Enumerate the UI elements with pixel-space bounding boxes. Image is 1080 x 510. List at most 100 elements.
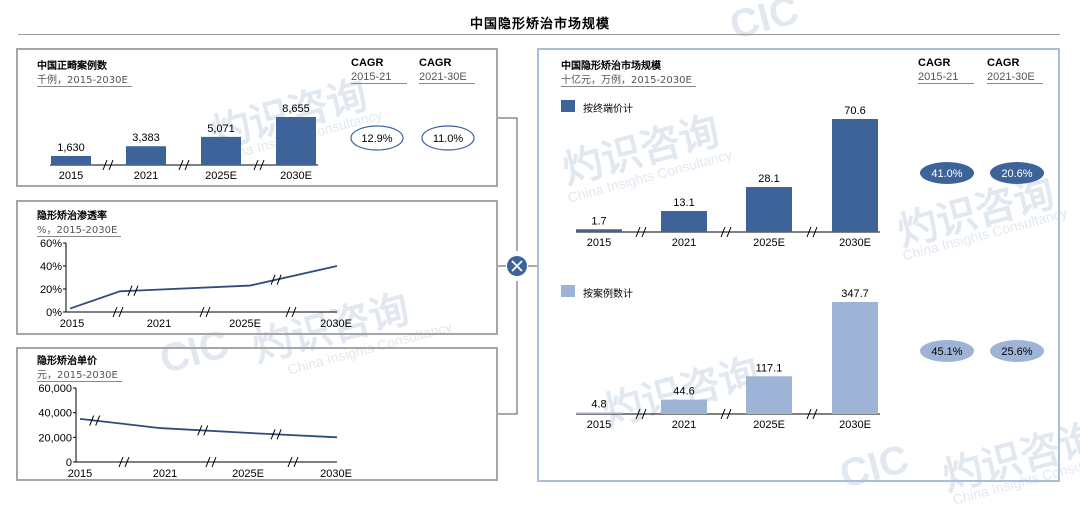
axis-break xyxy=(112,306,124,318)
axis-break xyxy=(199,306,211,318)
legend-swatch-value xyxy=(561,100,575,112)
y-tick-label: 0% xyxy=(46,307,62,319)
x-tick-label: 2030E xyxy=(320,468,352,480)
cagr-badge xyxy=(990,340,1044,362)
x-tick-label: 2021 xyxy=(672,237,696,249)
bar xyxy=(746,187,792,232)
x-tick-label: 2021 xyxy=(672,419,696,431)
axis-break xyxy=(635,226,647,238)
bar xyxy=(276,117,316,165)
bar xyxy=(126,146,166,165)
axis-break xyxy=(127,285,139,296)
cagr-period-1: 2015-21 xyxy=(351,71,407,84)
data-label: 1.7 xyxy=(591,215,606,227)
cagr-badge xyxy=(920,340,974,362)
data-label: 5,071 xyxy=(207,123,235,135)
data-label: 13.1 xyxy=(673,197,694,209)
y-tick-label: 0 xyxy=(66,457,72,469)
cagr-badge xyxy=(421,125,475,151)
cases-subtitle: 千例，2015-2030E xyxy=(37,71,132,87)
cagr-badge xyxy=(990,162,1044,184)
legend-label-cases: 按案例数计 xyxy=(583,289,633,300)
bar xyxy=(576,412,622,414)
x-tick-label: 2015 xyxy=(59,170,83,182)
bar xyxy=(661,399,707,414)
y-tick-label: 40,000 xyxy=(38,408,72,420)
axis-break xyxy=(806,226,818,238)
x-tick-label: 2025E xyxy=(753,237,785,249)
axis-break xyxy=(102,159,114,171)
cagr-value: 20.6% xyxy=(1001,168,1032,180)
data-label: 117.1 xyxy=(756,362,783,374)
axis-break xyxy=(118,456,130,468)
cagr-value: 12.9% xyxy=(361,133,392,145)
cagr-badge xyxy=(350,125,404,151)
axis-break xyxy=(635,408,647,420)
x-tick-label: 2015 xyxy=(60,318,84,330)
title-divider xyxy=(18,34,1060,35)
cases-title: 中国正畸案例数 xyxy=(37,61,107,72)
data-label: 44.6 xyxy=(673,386,694,398)
market-title: 中国隐形矫治市场规模 xyxy=(561,61,661,72)
data-label: 3,383 xyxy=(132,132,160,144)
price-title: 隐形矫治单价 xyxy=(37,356,97,367)
x-tick-label: 2015 xyxy=(68,468,92,480)
cagr-period-3: 2015-21 xyxy=(918,71,974,84)
axis-break xyxy=(178,159,190,171)
axis-break xyxy=(197,425,209,436)
legend-swatch-cases xyxy=(561,285,575,297)
panel-market-size xyxy=(537,48,1060,482)
data-label: 1,630 xyxy=(57,142,85,154)
data-label: 70.6 xyxy=(844,105,865,117)
x-tick-label: 2015 xyxy=(587,419,611,431)
x-tick-label: 2025E xyxy=(753,419,785,431)
x-tick-label: 2030E xyxy=(839,419,871,431)
penetration-chart: 0% 20% 40% 60% 2015 2021 2025E 2030E xyxy=(40,238,352,330)
axis-break xyxy=(270,274,282,285)
series-line xyxy=(79,417,338,439)
axis-break xyxy=(806,408,818,420)
cagr-header-1: CAGR xyxy=(351,57,384,69)
y-tick-label: 20% xyxy=(40,284,62,296)
y-tick-label: 60,000 xyxy=(38,383,72,395)
y-tick-label: 60% xyxy=(40,238,62,250)
axis-break xyxy=(720,408,732,420)
cagr-period-2: 2021-30E xyxy=(419,71,475,84)
x-tick-label: 2021 xyxy=(134,170,158,182)
x-tick-label: 2025E xyxy=(229,318,261,330)
legend-label-value: 按终端价计 xyxy=(583,104,633,115)
bar xyxy=(746,376,792,414)
bar xyxy=(51,155,91,165)
panel-unit-price xyxy=(16,347,498,481)
x-tick-label: 2030E xyxy=(320,318,352,330)
cagr-header-4: CAGR xyxy=(987,57,1020,69)
cagr-header-2: CAGR xyxy=(419,57,452,69)
axis-break xyxy=(253,159,265,171)
panel-ortho-cases xyxy=(16,48,498,187)
y-tick-label: 20,000 xyxy=(38,432,72,444)
axis-break xyxy=(89,415,101,426)
penetration-subtitle: %，2015-2030E xyxy=(37,221,122,237)
x-tick-label: 2021 xyxy=(147,318,171,330)
bar xyxy=(832,302,878,414)
unit-price-chart: 0 20,000 40,000 60,000 2015 2021 2025E 2030E xyxy=(38,383,352,480)
series-line xyxy=(69,265,338,310)
data-label: 8,655 xyxy=(282,103,310,115)
bar xyxy=(201,136,241,165)
x-tick-label: 2030E xyxy=(839,237,871,249)
cagr-value: 11.0% xyxy=(433,133,464,145)
cagr-header-3: CAGR xyxy=(918,57,951,69)
cagr-period-4: 2021-30E xyxy=(987,71,1043,84)
cagr-value: 25.6% xyxy=(1001,346,1032,358)
bar xyxy=(832,119,878,232)
ortho-cases-chart: 1,630 2015 3,383 2021 5,071 2025E 8,655 2030E 1… xyxy=(50,103,475,182)
axis-break xyxy=(287,456,299,468)
axis-break xyxy=(720,226,732,238)
page-title: 中国隐形矫治市场规模 xyxy=(469,17,610,32)
data-label: 28.1 xyxy=(758,173,779,185)
penetration-title: 隐形矫治渗透率 xyxy=(37,211,107,222)
axis-break xyxy=(285,306,297,318)
market-subtitle: 十亿元，万例，2015-2030E xyxy=(561,71,696,87)
